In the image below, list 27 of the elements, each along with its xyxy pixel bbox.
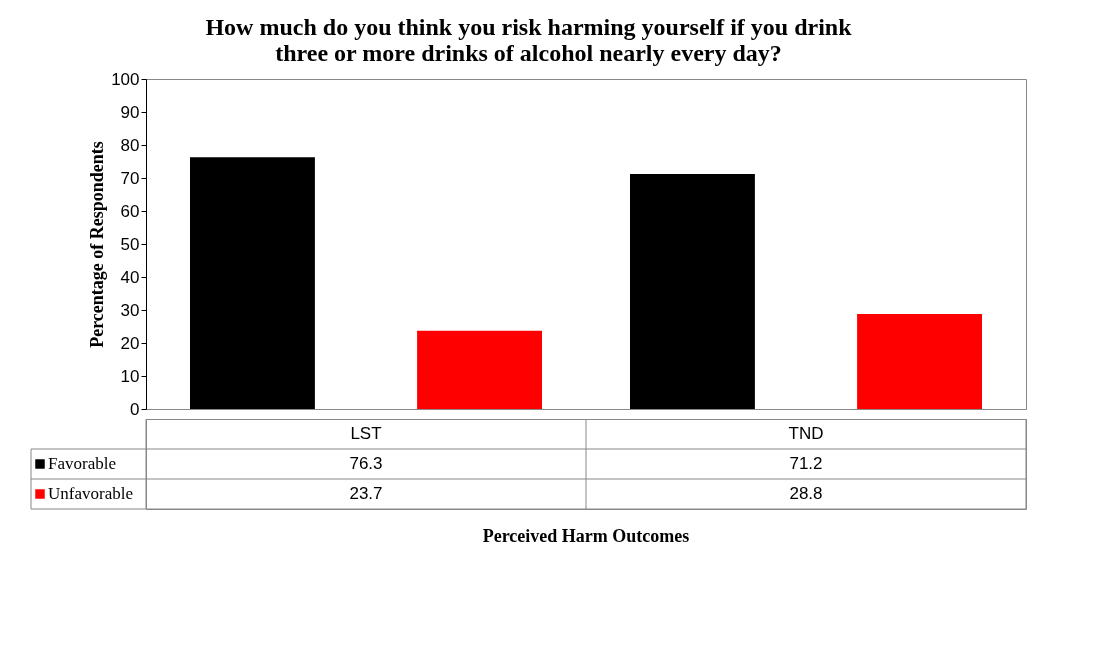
y-tick-label: 20 xyxy=(120,333,140,353)
bar xyxy=(630,174,755,409)
data-label: 76.3 xyxy=(349,454,383,473)
data-label: 28.8 xyxy=(789,484,823,503)
legend-label: Favorable xyxy=(48,454,116,473)
legend-label: Unfavorable xyxy=(48,484,133,503)
y-tick-label: 30 xyxy=(120,300,140,320)
bar xyxy=(417,330,542,409)
data-label: 71.2 xyxy=(789,454,823,473)
text: three or more drinks of alcohol nearly every day? xyxy=(275,39,782,66)
y-tick-label: 10 xyxy=(120,366,140,386)
bar xyxy=(857,313,982,409)
x-tick-label: TND xyxy=(788,424,824,443)
y-tick-label: 80 xyxy=(120,135,140,155)
x-tick-label: LST xyxy=(350,424,382,443)
y-tick-label: 70 xyxy=(120,168,140,188)
x-axis-title: Perceived Harm Outcomes xyxy=(482,525,690,546)
y-tick-label: 50 xyxy=(120,234,140,254)
text: How much do you think you risk harming yourself if you drink xyxy=(205,13,852,40)
y-axis-title: Percentage of Respondents xyxy=(87,141,108,348)
bar xyxy=(190,157,315,409)
y-tick-label: 100 xyxy=(111,69,140,89)
y-tick-label: 40 xyxy=(120,267,140,287)
y-tick-label: 0 xyxy=(130,399,140,419)
y-tick-label: 90 xyxy=(120,102,140,122)
data-label: 23.7 xyxy=(349,484,383,503)
y-tick-label: 60 xyxy=(120,201,140,221)
